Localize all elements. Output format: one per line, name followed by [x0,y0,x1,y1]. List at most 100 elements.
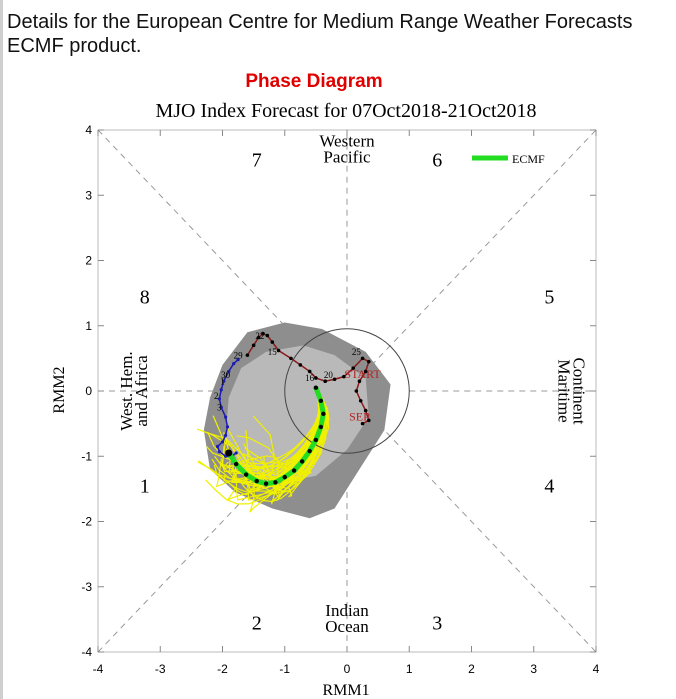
ecmf-forecast-point [233,461,239,467]
chart-header: Phase Diagram [245,71,382,92]
ecmf-forecast-point [225,449,233,457]
region-label-left: and Africa [132,355,151,427]
observed-point [217,397,221,401]
ecmf-forecast-point [318,398,324,403]
legend-label-ecmf: ECMF [512,152,545,166]
legend: ECMF [472,152,545,166]
path-annotation: 22 [255,331,264,341]
observed-point [222,379,226,383]
observed-late-point [276,348,281,353]
observed-late-point [270,340,275,344]
observed-late-point [261,331,265,336]
y-tick-label: 2 [85,254,92,268]
region-label-bottom: Ocean [325,617,369,636]
observed-late-point [265,333,270,338]
phase-label: 2 [252,613,262,635]
ecmf-forecast-point [254,478,259,484]
x-tick-label: 1 [406,662,413,676]
region-label-top: Western [319,131,375,150]
y-axis-label: RMM2 [51,366,68,413]
x-tick-label: -3 [155,662,166,676]
region-label-left: West. Hem. [117,351,136,430]
path-annotation: 25 [352,347,362,357]
observed-point [224,433,228,437]
ecmf-forecast-point [313,385,319,390]
ecmf-forecast-point [321,411,326,417]
x-tick-label: -2 [217,662,228,676]
observed-late-point [366,418,371,423]
observed-point [232,361,236,366]
path-annotation: SEP [349,409,370,423]
observed-point [217,450,221,454]
path-annotation: 30 [221,370,231,380]
x-tick-label: -4 [93,662,104,676]
observed-point [219,405,223,409]
observed-late-point [251,343,256,348]
ensemble-member-trace [242,387,330,505]
observed-late-point [298,363,303,367]
ecmf-forecast-point [291,468,297,473]
observed-point [219,388,223,392]
observed-late-point [323,379,328,384]
observed-late-point [307,369,312,374]
observed-late-point [314,376,318,380]
region-label-right: Maritime [555,359,574,422]
observed-late-point [363,369,368,374]
observed-point [225,425,230,429]
path-annotation: 16 [305,373,315,383]
y-tick-label: 0 [85,384,92,398]
y-tick-label: 4 [85,123,92,137]
observed-point [234,451,238,455]
phase-label: 6 [432,149,442,171]
observed-late-point [360,356,365,361]
x-axis-label: RMM1 [322,682,369,699]
path-annotation: 1 [220,376,225,386]
observed-point [215,444,220,449]
observed-late-point [366,359,371,364]
observed-late-point [363,408,368,413]
path-annotation: 2 [214,391,219,401]
observed-trace [216,359,239,457]
phase-label: 4 [544,476,554,498]
path-annotation: 20 [324,370,334,380]
region-label-right: Continent [570,357,589,424]
x-tick-label: -1 [279,662,290,676]
observed-late-point [357,379,362,384]
region-label-top: Pacific [323,147,371,166]
unit-circle [284,328,410,454]
observed-late-point [245,353,250,357]
phase-label: 5 [544,286,554,308]
observed-late-point [256,335,261,340]
ecmf-forecast-point [299,459,305,464]
y-tick-label: -1 [81,449,92,463]
ecmf-forecast-point [273,480,278,485]
description-text: Details for the European Centre for Medi… [7,11,633,57]
path-annotation: 29 [234,350,244,360]
observed-point [227,369,231,374]
phase-label: 8 [140,286,150,308]
left-border [0,0,3,699]
observed-point [220,440,225,444]
observed-point [236,358,240,362]
path-annotation: 3 [217,403,222,413]
observed-late-point [289,356,293,361]
observed-late-point [358,398,363,403]
observed-point [224,415,228,419]
ecmf-forecast-point [318,424,324,430]
phase-label: 7 [252,149,262,171]
x-tick-label: 2 [468,662,475,676]
observed-late-point [360,421,365,426]
path-annotation: 15 [268,347,278,357]
y-tick-label: 3 [85,188,92,202]
observed-late-point [354,389,359,393]
y-tick-label: 1 [85,319,92,333]
region-label-bottom: Indian [325,601,369,620]
ecmf-forecast-point [307,448,312,454]
y-tick-label: -2 [81,515,92,529]
observed-late-point [342,374,346,379]
observed-late-point [332,377,337,382]
chart-title: MJO Index Forecast for 07Oct2018-21Oct20… [155,100,536,122]
y-tick-label: -3 [81,580,92,594]
x-tick-label: 0 [344,662,351,676]
